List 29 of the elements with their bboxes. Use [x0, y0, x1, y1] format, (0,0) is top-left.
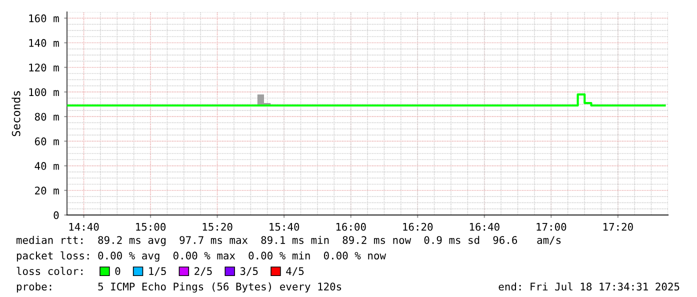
legend-label: 2/5	[194, 267, 212, 276]
legend-label: 3/5	[240, 267, 258, 276]
y-tick-label: 60 m	[34, 137, 59, 146]
y-tick-label: 140 m	[29, 39, 59, 47]
x-tick-label: 14:40	[69, 222, 99, 231]
text: median rtt: 89.2 ms avg 97.7 ms max 89.1 ms min 89.2 ms now 0.9 ms sd 96.6 am/s	[16, 236, 561, 246]
y-tick-label: 120 m	[29, 64, 59, 72]
x-tick-label: 17:00	[536, 222, 566, 231]
y-tick-label: 80 m	[34, 112, 59, 121]
x-tick-label: 16:20	[403, 222, 433, 231]
legend-title: loss color:	[16, 266, 82, 276]
y-tick-label: 40 m	[34, 162, 59, 170]
text: packet loss: 0.00 % avg 0.00 % max 0.00 % min 0.00 % now	[16, 251, 386, 262]
text: probe: 5 ICMP Echo Pings (56 Bytes) every 120s	[16, 282, 342, 293]
y-tick-label: 100 m	[29, 88, 59, 96]
legend-label: 0	[115, 267, 120, 276]
y-tick-label: 0	[54, 211, 59, 220]
legend-label: 4/5	[286, 267, 304, 276]
x-tick-label: 16:40	[470, 222, 500, 231]
x-tick-label: 15:00	[136, 222, 166, 231]
x-tick-label: 17:20	[603, 222, 633, 231]
y-axis-title: Seconds	[12, 91, 20, 136]
y-tick-label: 20 m	[35, 186, 59, 195]
text: end: Fri Jul 18 17:34:31 2025	[498, 282, 680, 291]
x-tick-label: 15:40	[270, 222, 300, 231]
y-tick-label: 160 m	[29, 14, 59, 22]
legend-label: 1/5	[149, 267, 166, 276]
x-tick-label: 15:20	[202, 222, 232, 231]
x-tick-label: 16:00	[336, 222, 366, 231]
